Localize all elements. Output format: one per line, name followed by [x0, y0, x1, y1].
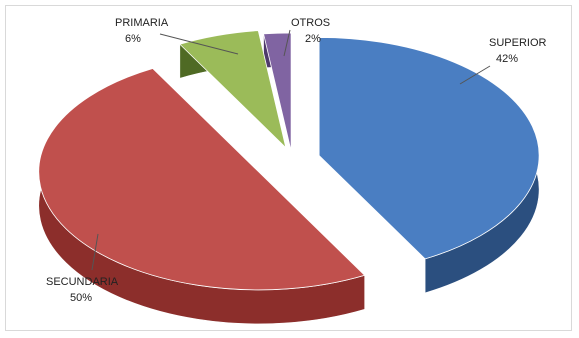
leader-otros: [283, 29, 291, 57]
slice-value-otros: 2%: [305, 33, 321, 45]
pie-slices: [38, 30, 540, 325]
slice-value-primaria: 6%: [125, 33, 141, 45]
slice-label-otros: OTROS: [291, 17, 330, 29]
pie-slice-superior: [318, 37, 540, 260]
pie-slice-secundaria: [38, 68, 366, 291]
leader-primaria: [159, 33, 239, 55]
slice-label-primaria: PRIMARIA: [115, 17, 169, 29]
leader-lines: [91, 29, 491, 271]
slice-label-secundaria: SECUNDARIA: [46, 276, 119, 288]
pie-slice-primaria: [179, 30, 287, 149]
leader-secundaria: [91, 233, 99, 271]
slice-label-superior: SUPERIOR: [489, 37, 547, 49]
slice-value-secundaria: 50%: [70, 292, 92, 304]
pie-slice-otros: [263, 32, 292, 152]
slice-value-superior: 42%: [496, 53, 518, 65]
leader-superior: [459, 65, 491, 85]
